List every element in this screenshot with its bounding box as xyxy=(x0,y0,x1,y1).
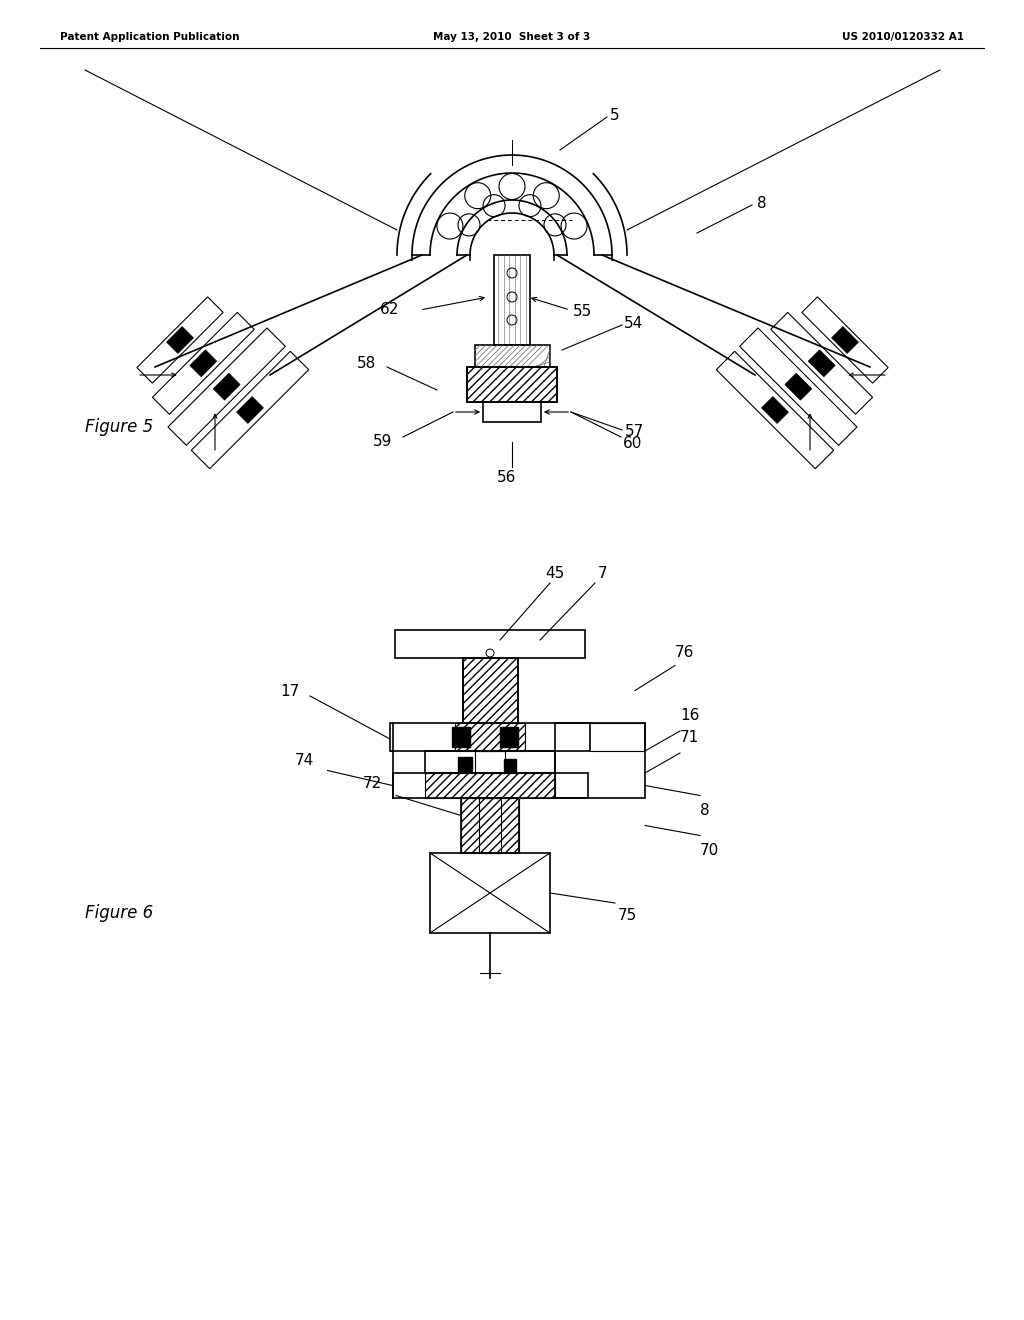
Bar xyxy=(504,759,516,771)
Bar xyxy=(494,255,530,345)
Bar xyxy=(463,657,517,723)
Polygon shape xyxy=(808,350,836,376)
Bar xyxy=(425,751,555,774)
Bar xyxy=(430,853,550,933)
Text: 45: 45 xyxy=(545,565,564,581)
Text: 56: 56 xyxy=(497,470,516,484)
Text: 76: 76 xyxy=(675,645,694,660)
Text: 17: 17 xyxy=(280,684,299,698)
Bar xyxy=(483,403,541,422)
Text: 74: 74 xyxy=(295,752,313,768)
Polygon shape xyxy=(213,374,240,400)
Polygon shape xyxy=(785,374,812,400)
Text: 7: 7 xyxy=(598,565,607,581)
Bar xyxy=(467,367,557,403)
Bar xyxy=(395,630,585,657)
Bar xyxy=(461,799,519,853)
Text: 59: 59 xyxy=(373,434,392,450)
Polygon shape xyxy=(762,396,788,424)
Bar xyxy=(455,723,525,751)
Text: Patent Application Publication: Patent Application Publication xyxy=(60,32,240,42)
Text: US 2010/0120332 A1: US 2010/0120332 A1 xyxy=(842,32,964,42)
Text: 16: 16 xyxy=(680,709,699,723)
Polygon shape xyxy=(167,326,194,354)
Polygon shape xyxy=(237,396,263,424)
Text: 71: 71 xyxy=(680,730,699,746)
Text: May 13, 2010  Sheet 3 of 3: May 13, 2010 Sheet 3 of 3 xyxy=(433,32,591,42)
Bar xyxy=(463,657,517,723)
Text: 55: 55 xyxy=(573,305,592,319)
Bar xyxy=(390,723,590,751)
Text: 75: 75 xyxy=(618,908,637,923)
Text: 8: 8 xyxy=(757,195,767,210)
Text: 5: 5 xyxy=(610,107,620,123)
Bar xyxy=(425,774,555,799)
Text: 62: 62 xyxy=(380,302,399,318)
Text: 58: 58 xyxy=(357,356,376,371)
Bar xyxy=(467,367,557,403)
Text: 70: 70 xyxy=(700,843,719,858)
Text: Figure 6: Figure 6 xyxy=(85,904,154,921)
Bar xyxy=(479,799,501,853)
Polygon shape xyxy=(189,350,217,376)
Text: 60: 60 xyxy=(623,437,642,451)
Text: 72: 72 xyxy=(362,776,382,791)
Bar xyxy=(500,727,518,747)
Text: 54: 54 xyxy=(624,315,643,330)
Bar xyxy=(458,756,472,771)
Text: 8: 8 xyxy=(700,803,710,818)
Text: Figure 5: Figure 5 xyxy=(85,418,154,436)
Bar xyxy=(555,723,645,799)
Bar xyxy=(392,774,588,799)
Text: 57: 57 xyxy=(625,425,644,440)
Bar xyxy=(475,751,505,774)
Polygon shape xyxy=(831,326,858,354)
Bar xyxy=(461,799,519,853)
Bar xyxy=(452,727,470,747)
Bar xyxy=(474,345,550,367)
